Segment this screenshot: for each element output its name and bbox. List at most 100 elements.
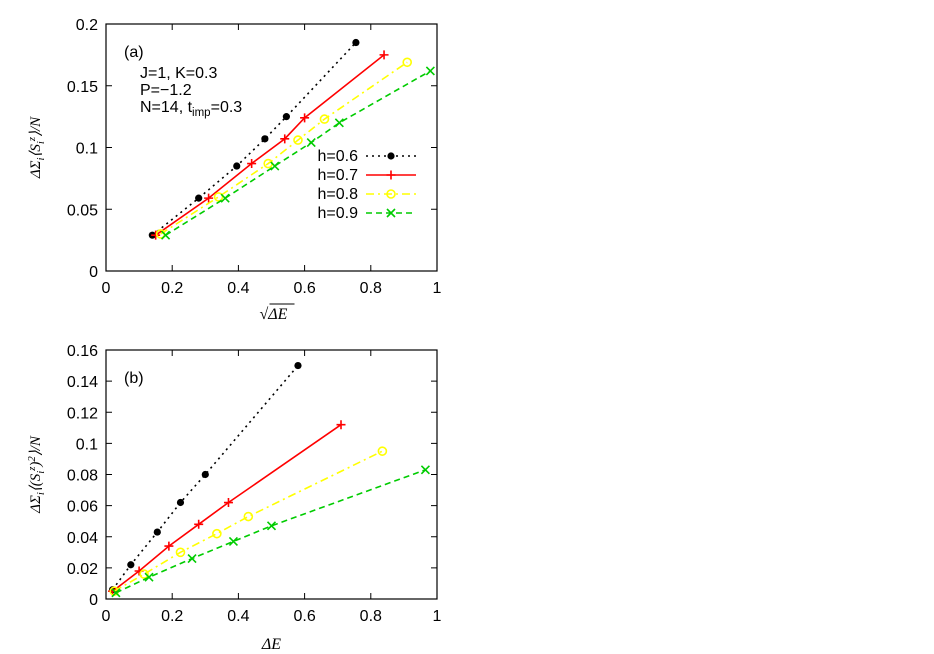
- x-tick-label: 1: [433, 280, 442, 297]
- annotation: P=−1.2: [140, 82, 192, 99]
- data-point: [266, 521, 277, 531]
- data-point: [139, 569, 149, 579]
- x-tick-label: 0.2: [161, 280, 183, 297]
- data-point: [153, 528, 161, 536]
- data-point: [247, 159, 257, 169]
- x-tick-label: 0.4: [227, 608, 249, 625]
- y-tick-label: 0.16: [67, 343, 98, 360]
- y-tick-label: 0.14: [67, 374, 98, 391]
- data-point: [187, 553, 197, 564]
- panel-label: (b): [124, 370, 144, 387]
- annotation: N=14, timp​=0.3: [140, 99, 242, 119]
- panel-a-chart: 0 0.2 0.4 0.6 0.8 1 0 0.05 0.1 0.15 0.2 √ΔE ΔΣi​⟨Si​…: [26, 17, 442, 323]
- data-point: [233, 162, 241, 170]
- data-point: [402, 57, 413, 68]
- data-point: [336, 420, 346, 430]
- data-point: [111, 588, 121, 598]
- series-2: [151, 50, 389, 240]
- y-tick-label: 0: [89, 264, 98, 281]
- data-point: [334, 118, 344, 128]
- data-point: [243, 511, 254, 522]
- legend-label: h=0.6: [318, 148, 359, 165]
- data-point: [280, 134, 290, 144]
- x-tick-label: 0.2: [161, 608, 183, 625]
- series-line: [151, 41, 357, 236]
- series-line: [115, 469, 426, 594]
- y-axis-label: ΔΣi​⟨Si​z​⟩/N: [26, 116, 47, 179]
- series-1: [148, 38, 360, 239]
- data-point: [164, 541, 174, 551]
- series-line: [112, 424, 342, 592]
- series-1: [109, 361, 302, 594]
- x-tick-label: 0.4: [227, 280, 249, 297]
- data-point: [176, 498, 185, 507]
- data-point: [306, 137, 316, 148]
- x-tick-label: 0.6: [293, 280, 315, 297]
- data-point: [201, 470, 209, 479]
- series-line: [111, 365, 299, 591]
- legend-marker: [386, 208, 396, 218]
- x-axis-label: √ΔE: [260, 306, 288, 323]
- data-point: [352, 38, 360, 47]
- series-3: [155, 57, 413, 239]
- y-tick-label: 0.1: [76, 436, 98, 453]
- data-point: [204, 193, 214, 203]
- y-tick-label: 0.15: [67, 79, 98, 96]
- legend-marker: [386, 189, 396, 199]
- y-tick-label: 0.2: [76, 17, 98, 34]
- y-tick-label: 0: [89, 592, 98, 609]
- plot-frame: [105, 349, 438, 600]
- data-point: [293, 135, 303, 145]
- data-point: [144, 572, 154, 582]
- data-point: [195, 194, 203, 202]
- legend-label: h=0.7: [318, 167, 359, 184]
- panel-b-chart: 0 0.2 0.4 0.6 0.8 1 0 0.02 0.04 0.06 0.08 0.1 0.12 0.…: [26, 343, 442, 653]
- y-tick-label: 0.1: [76, 141, 98, 158]
- data-point: [127, 561, 135, 569]
- data-point: [420, 465, 430, 475]
- data-point: [425, 66, 435, 76]
- x-tick-label: 0.8: [360, 608, 382, 625]
- data-point: [151, 230, 161, 240]
- y-tick-label: 0.04: [67, 530, 98, 547]
- data-point: [282, 113, 290, 121]
- x-tick-label: 0.8: [360, 280, 382, 297]
- legend-label: h=0.9: [318, 205, 359, 222]
- x-tick-label: 0: [102, 280, 111, 297]
- data-point: [319, 114, 330, 124]
- series-4: [161, 66, 435, 240]
- series-line: [165, 70, 431, 236]
- x-tick-label: 0: [102, 608, 111, 625]
- annotation: J=1, K=0.3: [140, 65, 217, 82]
- x-tick-label: 1: [433, 608, 442, 625]
- data-point: [194, 519, 204, 529]
- data-point: [300, 113, 310, 123]
- data-point: [220, 193, 230, 203]
- x-tick-label: 0.6: [293, 608, 315, 625]
- y-axis-label: ΔΣi​⟨(Si​z​)2​⟩/N: [26, 435, 47, 514]
- data-point: [294, 361, 302, 370]
- legend-marker: [387, 152, 395, 160]
- panel-label: (a): [124, 44, 144, 61]
- legend-label: h=0.8: [318, 186, 359, 203]
- series-line: [155, 54, 385, 236]
- legend: h=0.6 h=0.7 h=0.8 h=0.9: [318, 148, 416, 222]
- data-point: [161, 230, 171, 240]
- series-4: [111, 465, 430, 598]
- data-point: [223, 498, 233, 508]
- data-point: [213, 192, 224, 202]
- data-point: [379, 50, 389, 60]
- data-point: [261, 135, 269, 143]
- data-point: [377, 446, 388, 456]
- data-point: [212, 528, 222, 539]
- legend-marker: [386, 170, 396, 180]
- data-point: [270, 161, 280, 171]
- y-tick-label: 0.06: [67, 499, 98, 516]
- data-point: [228, 536, 239, 546]
- series-3: [109, 446, 388, 597]
- y-tick-label: 0.02: [67, 561, 98, 578]
- y-tick-label: 0.05: [67, 202, 98, 219]
- series-line: [113, 450, 383, 592]
- x-axis-label: ΔE: [261, 636, 281, 653]
